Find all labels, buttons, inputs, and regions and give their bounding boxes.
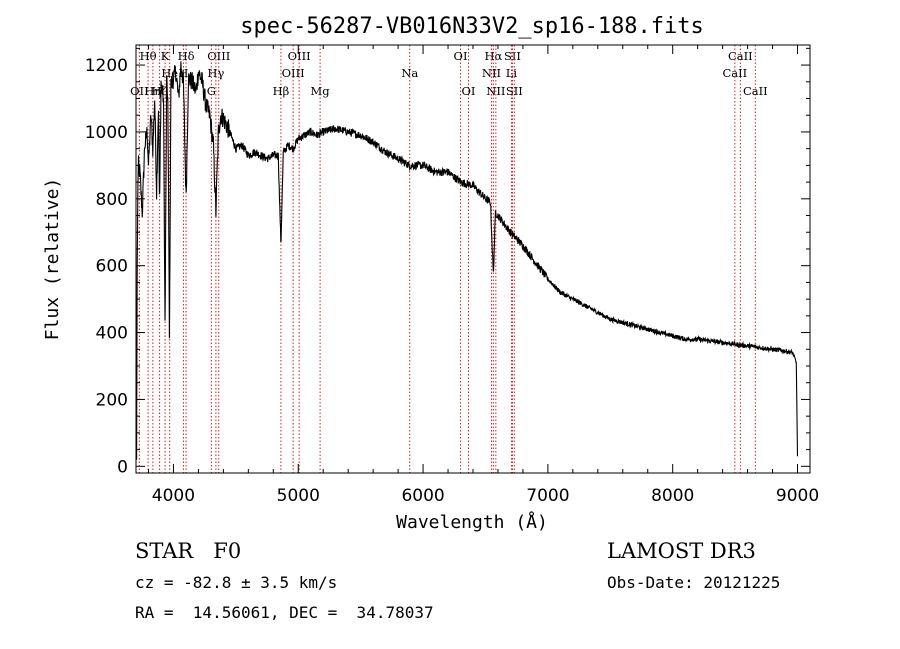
line-label-1: OII xyxy=(130,84,149,98)
line-label-16: OI xyxy=(454,49,468,63)
line-label-6: Hδ xyxy=(178,49,195,63)
line-label-20: NII xyxy=(486,84,505,98)
object-class: STAR F0 xyxy=(135,539,242,563)
line-label-11: Hβ xyxy=(273,84,290,98)
line-label-14: Mg xyxy=(311,84,331,98)
survey-name: LAMOST DR3 xyxy=(607,539,756,563)
observation-date: Obs-Date: 20121225 xyxy=(607,573,781,592)
redshift-velocity: cz = -82.8 ± 3.5 km/s xyxy=(135,573,338,592)
line-label-10: G xyxy=(207,84,216,98)
line-label-23: SII xyxy=(506,84,523,98)
y-tick-label-1: 200 xyxy=(96,390,128,410)
chart-title: spec-56287-VB016N33V2_sp16-188.fits xyxy=(240,14,704,39)
line-label-12: OIII xyxy=(288,49,311,63)
line-label-18: Hα xyxy=(484,49,502,63)
line-label-8: OIII xyxy=(207,49,230,63)
plot-frame xyxy=(135,44,811,474)
line-label-22: Li xyxy=(506,66,518,80)
line-label-13: OIII xyxy=(282,66,305,80)
axis-ticks: 4000 5000 6000 7000 8000 9000 0 200 400 600 800 100… xyxy=(85,45,819,506)
line-label-9: Hγ xyxy=(207,66,224,80)
line-label-3: Hζ xyxy=(151,84,167,98)
y-tick-label-0: 0 xyxy=(117,457,128,477)
y-tick-label-2: 400 xyxy=(96,324,128,344)
y-tick-label-6: 1200 xyxy=(85,56,128,76)
x-tick-label-2: 6000 xyxy=(401,486,444,506)
y-tick-label-3: 600 xyxy=(96,257,128,277)
y-axis-label: Flux (relative) xyxy=(42,178,63,341)
line-label-0: Hθ xyxy=(140,49,157,63)
line-label-15: Na xyxy=(401,66,418,80)
x-tick-label-5: 9000 xyxy=(776,486,819,506)
x-tick-label-3: 7000 xyxy=(526,486,569,506)
x-tick-label-1: 5000 xyxy=(277,486,320,506)
line-label-19: NII xyxy=(482,66,501,80)
sky-coordinates: RA = 14.56061, DEC = 34.78037 xyxy=(135,603,434,622)
line-label-4: K xyxy=(161,49,170,63)
x-tick-label-0: 4000 xyxy=(152,486,195,506)
x-tick-label-4: 8000 xyxy=(651,486,694,506)
x-axis-label: Wavelength (Å) xyxy=(396,511,548,533)
spectrum-series-line xyxy=(135,61,799,460)
line-label-21: SII xyxy=(504,49,521,63)
y-tick-label-4: 800 xyxy=(96,190,128,210)
y-tick-label-5: 1000 xyxy=(85,123,128,143)
line-label-24: CaII xyxy=(728,49,753,63)
line-label-26: CaII xyxy=(743,84,768,98)
line-label-17: OI xyxy=(462,84,476,98)
line-label-2: Hη xyxy=(144,84,161,98)
line-label-25: CaII xyxy=(722,66,747,80)
